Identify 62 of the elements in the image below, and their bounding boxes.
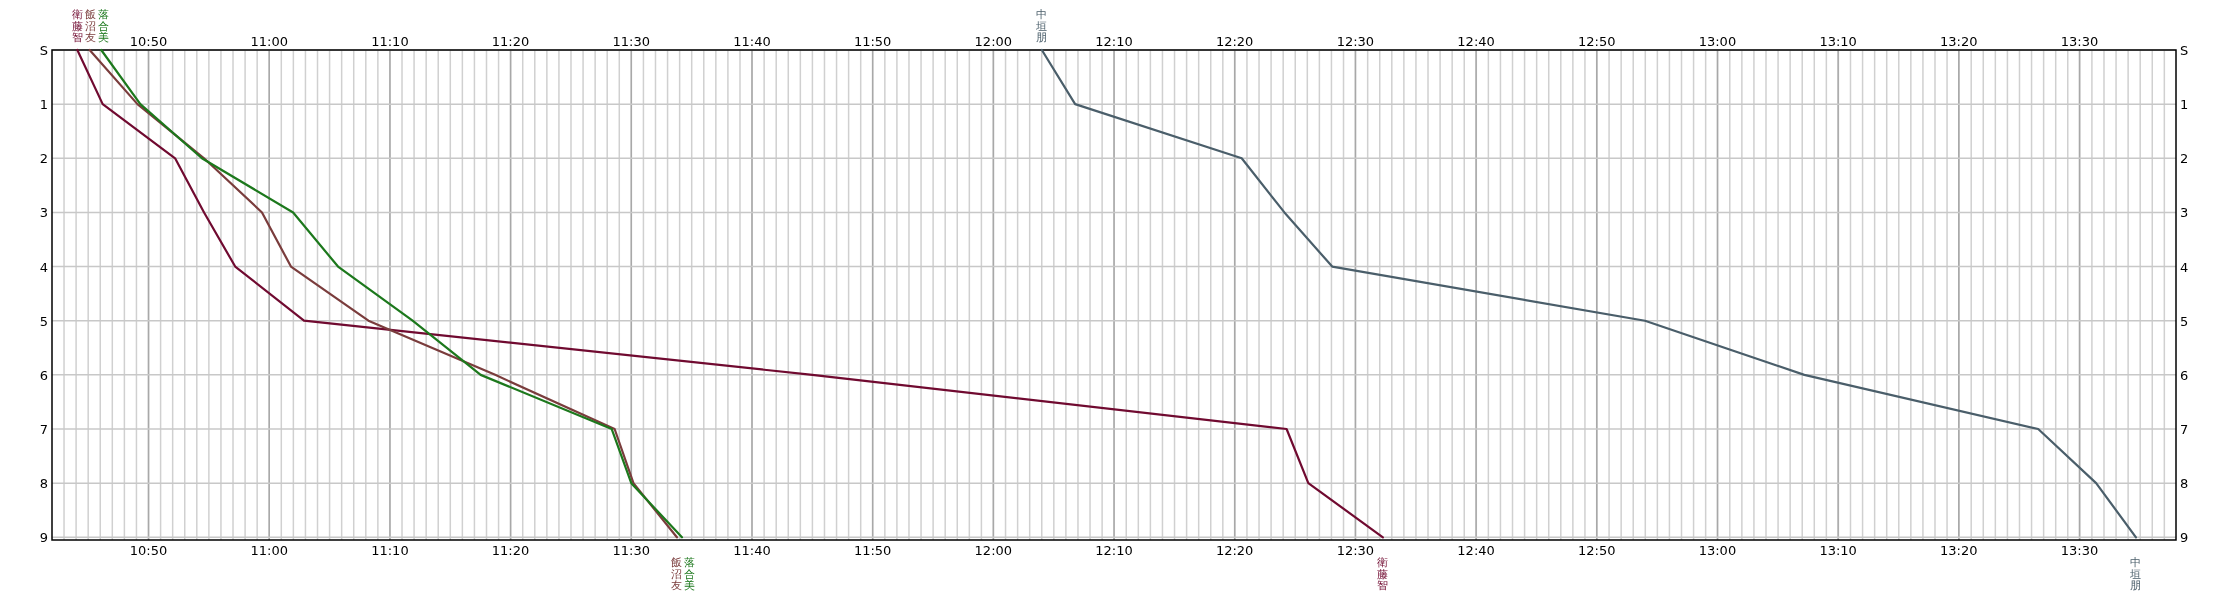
y-tick-label: S — [39, 43, 48, 58]
series-label: 飯沼友 — [84, 8, 96, 44]
series-label: 中垣朋 — [1035, 8, 1048, 44]
x2-tick-label: 11:50 — [853, 543, 892, 558]
y-tick-label: 7 — [39, 422, 48, 438]
x2-tick-label: 11:10 — [371, 543, 409, 558]
x-tick-label: 11:50 — [853, 34, 892, 49]
y-tick-label: 6 — [39, 367, 48, 383]
x2-tick-label: 11:00 — [250, 543, 288, 558]
x-tick-label: 11:10 — [371, 34, 409, 49]
x-tick-label: 12:10 — [1095, 34, 1133, 49]
x-tick-label: 11:40 — [733, 34, 771, 49]
y-tick-label: 5 — [39, 313, 48, 329]
x2-tick-label: 13:10 — [1819, 543, 1857, 558]
x-tick-label: 11:30 — [612, 34, 651, 49]
x2-tick-label: 11:20 — [491, 543, 530, 558]
y-tick-label: 8 — [39, 476, 48, 492]
x2-tick-label: 13:00 — [1698, 543, 1737, 558]
x2-tick-label: 10:50 — [129, 543, 168, 558]
series-label: 衛藤智 — [71, 8, 83, 44]
x-tick-label: 11:20 — [491, 34, 530, 49]
y-tick-label: 9 — [39, 530, 48, 546]
x-tick-label: 12:40 — [1457, 34, 1495, 49]
y-tick-label: 3 — [39, 205, 48, 221]
x2-tick-label: 11:40 — [733, 543, 771, 558]
y2-tick-label: 8 — [2180, 476, 2189, 492]
x2-tick-label: 12:20 — [1215, 543, 1254, 558]
x-tick-label: 12:30 — [1336, 34, 1375, 49]
x-tick-label: 13:30 — [2060, 34, 2099, 49]
x2-tick-label: 12:00 — [974, 543, 1013, 558]
x2-tick-label: 12:40 — [1457, 543, 1495, 558]
x-tick-label: 10:50 — [129, 34, 168, 49]
series-label: 落合美 — [97, 8, 109, 44]
x2-tick-label: 12:50 — [1577, 543, 1616, 558]
y-tick-label: 1 — [39, 97, 48, 113]
x-tick-label: 12:50 — [1577, 34, 1616, 49]
y2-tick-label: 7 — [2180, 422, 2189, 438]
x-tick-label: 13:10 — [1819, 34, 1857, 49]
y2-tick-label: 6 — [2180, 367, 2189, 383]
y-tick-label: 2 — [39, 151, 48, 167]
y2-tick-label: 1 — [2180, 97, 2189, 113]
y-tick-label: 4 — [39, 259, 48, 275]
y2-tick-label: 5 — [2180, 313, 2189, 329]
text: 中垣朋 — [2130, 556, 2142, 592]
y2-tick-label: 3 — [2180, 205, 2189, 221]
y2-tick-label: S — [2180, 43, 2189, 58]
x2-tick-label: 13:20 — [1940, 543, 1978, 558]
x-tick-label: 13:00 — [1698, 34, 1737, 49]
y2-tick-label: 4 — [2180, 259, 2189, 275]
text: 落合美 — [684, 556, 696, 592]
y2-tick-label: 2 — [2180, 151, 2189, 167]
x2-tick-label: 13:30 — [2060, 543, 2099, 558]
x-tick-label: 12:20 — [1215, 34, 1254, 49]
x-tick-label: 12:00 — [974, 34, 1013, 49]
x-tick-label: 13:20 — [1940, 34, 1978, 49]
x2-tick-label: 12:30 — [1336, 543, 1375, 558]
x-tick-label: 11:00 — [250, 34, 288, 49]
text: 衛藤智 — [1377, 556, 1389, 592]
x2-tick-label: 11:30 — [612, 543, 651, 558]
y2-tick-label: 9 — [2180, 530, 2189, 546]
x2-tick-label: 12:10 — [1095, 543, 1133, 558]
text: 飯沼友 — [671, 556, 683, 592]
